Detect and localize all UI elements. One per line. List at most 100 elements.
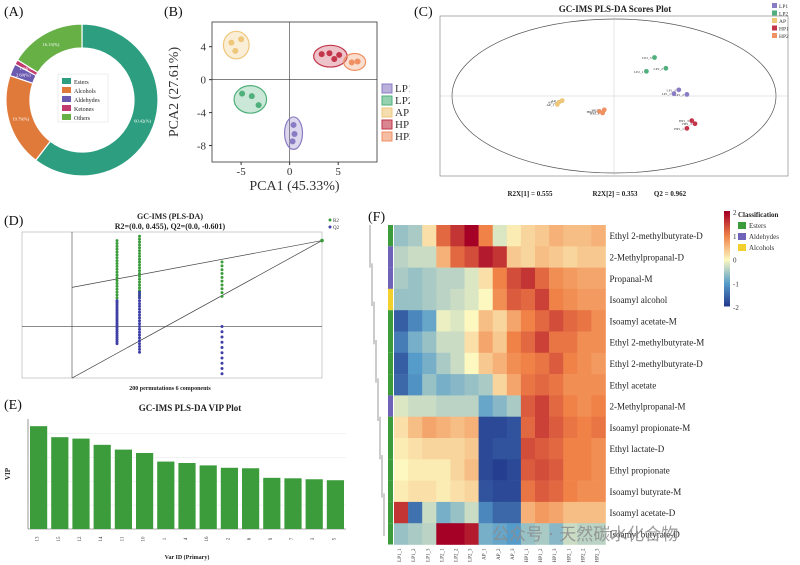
heatmap-cell xyxy=(408,416,423,439)
legend-swatch xyxy=(62,87,71,93)
legend-label: LP2 xyxy=(779,12,788,18)
r2-point xyxy=(138,234,141,238)
row-label: Ethyl acetate xyxy=(610,380,657,390)
heatmap-cell xyxy=(535,416,550,439)
heatmap-cell xyxy=(549,395,564,417)
x-tick-label: 3 xyxy=(311,537,316,540)
heatmap-cell xyxy=(408,267,423,290)
heatmap-cell xyxy=(464,267,479,290)
point-ap xyxy=(232,47,239,54)
heatmap-cell xyxy=(436,352,451,375)
heatmap-cell xyxy=(492,374,508,396)
scale-segment xyxy=(724,275,730,278)
scale-segment xyxy=(724,294,730,297)
r2-point xyxy=(220,279,224,283)
q2-point xyxy=(138,304,141,308)
scale-segment xyxy=(724,289,730,293)
legend-marker xyxy=(328,225,332,229)
x-tick-label: 5 xyxy=(332,537,337,540)
r2-point xyxy=(220,272,224,276)
heatmap-cell xyxy=(506,480,522,503)
legend-swatch xyxy=(772,33,777,38)
r2-point xyxy=(115,256,119,260)
heatmap-cell xyxy=(450,501,465,524)
r2-point xyxy=(115,276,119,280)
heatmap-cell xyxy=(478,459,493,481)
point-label: HP2_2 xyxy=(587,110,597,114)
heatmap-cell xyxy=(450,288,465,311)
heatmap-cell xyxy=(478,374,493,396)
scale-segment xyxy=(724,258,730,262)
q2-point xyxy=(138,350,141,354)
heatmap-cell xyxy=(549,523,564,545)
scale-segment xyxy=(724,239,730,243)
heatmap-cell xyxy=(450,267,465,290)
ellipse-hp1 xyxy=(313,44,348,68)
heatmap-cell xyxy=(577,523,592,545)
heatmap-cell xyxy=(394,501,409,524)
r2-point xyxy=(220,260,224,264)
heatmap-cell xyxy=(520,246,536,268)
col-label: LP1_3 xyxy=(426,548,431,562)
r2-point xyxy=(138,257,141,261)
heatmap-cell xyxy=(492,310,508,332)
heatmap-cell xyxy=(535,438,550,460)
legend-label: Alcohols xyxy=(74,89,96,95)
scale-segment xyxy=(724,253,730,257)
heatmap-cell xyxy=(506,459,522,481)
row-label: Isoamyl butyrate-M xyxy=(610,487,682,497)
heatmap-cell xyxy=(450,438,465,460)
scale-segment xyxy=(724,270,730,274)
heatmap-cell xyxy=(422,267,437,290)
heatmap-cell xyxy=(520,480,536,503)
scale-segment xyxy=(724,232,730,236)
heatmap-cell xyxy=(478,331,493,354)
legend-label: LP1 xyxy=(779,4,788,10)
heatmap-cell xyxy=(436,225,451,247)
heatmap-cell xyxy=(563,225,578,247)
heatmap-cell xyxy=(464,438,479,460)
legend-swatch xyxy=(772,25,777,31)
q2-point xyxy=(220,372,224,376)
row-label: 2-Methylpropanal-D xyxy=(610,252,685,262)
r2-point xyxy=(115,293,119,297)
heatmap-cell xyxy=(549,225,564,247)
heatmap-cell xyxy=(492,331,508,354)
legend-title: Classification xyxy=(738,211,779,219)
heatmap-cell xyxy=(577,501,592,524)
heatmap-cell xyxy=(450,352,465,375)
r2-point xyxy=(115,261,119,265)
heatmap-cell xyxy=(408,395,423,417)
x-tick-label: 10 xyxy=(142,536,147,542)
row-label: Isoamyl propionate-M xyxy=(610,423,691,433)
row-class-bar xyxy=(388,267,393,289)
heatmap-cell xyxy=(394,331,409,354)
r2-point xyxy=(115,284,119,288)
heatmap-cell xyxy=(478,523,493,545)
x-tick-label: 5 xyxy=(335,166,341,178)
footer-stat: Q2 = 0.962 xyxy=(654,190,687,198)
heatmap-cell xyxy=(535,395,550,417)
r2-point xyxy=(220,268,224,272)
vip-bar xyxy=(114,449,132,529)
heatmap-cell xyxy=(563,331,578,354)
r2-point xyxy=(138,272,141,276)
legend-swatch xyxy=(381,107,393,118)
heatmap-cell xyxy=(394,416,409,439)
point-lp1 xyxy=(289,138,296,145)
heatmap-cell xyxy=(563,459,578,481)
heatmap-cell xyxy=(422,416,437,439)
plot-frame xyxy=(211,21,378,163)
r2-point xyxy=(115,270,119,274)
r2-point xyxy=(138,280,141,284)
heatmap-cell xyxy=(464,225,479,247)
point-ap xyxy=(228,39,235,46)
slice-label: 19.79(%) xyxy=(12,117,29,122)
scale-segment xyxy=(724,263,730,267)
col-label: LP2_3 xyxy=(469,548,474,562)
scale-segment xyxy=(724,249,730,252)
heatmap-cell xyxy=(422,459,437,481)
y-tick-label: 4 xyxy=(201,42,207,54)
heatmap-cell xyxy=(394,352,409,375)
heatmap-cell xyxy=(535,480,550,503)
